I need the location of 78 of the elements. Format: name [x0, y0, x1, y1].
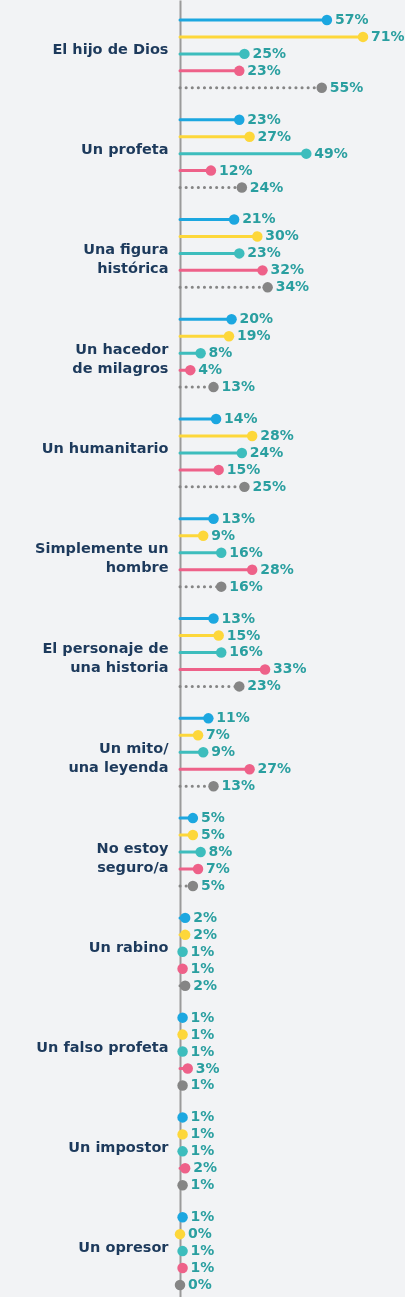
y-tick-label: Un humanitario — [41, 440, 169, 457]
data-label: 25% — [252, 477, 286, 494]
y-tick-label: Una figura histórica — [83, 240, 169, 276]
data-label: 13% — [221, 777, 256, 794]
data-label: 16% — [229, 543, 263, 560]
data-label: 1% — [190, 1076, 215, 1093]
data-label: 23% — [247, 244, 281, 261]
data-label: 14% — [224, 410, 258, 427]
data-label: 20% — [239, 310, 274, 327]
data-label: 2% — [193, 1159, 217, 1176]
y-tick-label: Un hacedor de milagros — [72, 340, 170, 376]
data-label: 3% — [195, 1059, 220, 1076]
y-tick-label: Simplemente un hombre — [35, 540, 169, 576]
data-label: 9% — [211, 526, 235, 543]
data-label: 15% — [226, 626, 261, 643]
data-label: 28% — [260, 426, 294, 443]
data-label: 24% — [249, 178, 284, 195]
y-tick-label: Un falso profeta — [36, 1039, 169, 1056]
data-label: 1% — [190, 1108, 215, 1125]
y-tick-label: Un opresor — [78, 1238, 170, 1255]
data-label: 49% — [314, 144, 348, 161]
data-label: 27% — [257, 127, 292, 144]
data-label: 23% — [247, 677, 281, 694]
data-label: 1% — [190, 1259, 215, 1276]
data-label: 8% — [208, 344, 233, 361]
data-label: 27% — [257, 760, 292, 777]
y-tick-label: No estoy seguro/a — [96, 839, 170, 875]
data-label: 71% — [371, 27, 405, 44]
data-label: 5% — [200, 809, 225, 826]
data-label: 15% — [226, 460, 261, 477]
data-label: 25% — [252, 44, 286, 61]
y-tick-label: Un impostor — [68, 1138, 170, 1155]
data-label: 30% — [265, 227, 299, 244]
data-label: 1% — [190, 959, 215, 976]
data-label: 13% — [221, 509, 256, 526]
data-label: 2% — [193, 925, 217, 942]
data-label: 1% — [190, 942, 215, 959]
data-label: 2% — [193, 908, 217, 925]
data-label: 4% — [198, 361, 223, 378]
data-label: 11% — [216, 709, 250, 726]
data-label: 1% — [190, 1208, 215, 1225]
data-label: 5% — [200, 876, 225, 893]
data-label: 28% — [260, 560, 294, 577]
data-label: 7% — [206, 859, 230, 876]
data-label: 33% — [273, 660, 307, 677]
data-label: 1% — [190, 1025, 215, 1042]
data-label: 0% — [188, 1276, 212, 1293]
y-tick-label: Un mito/ una leyenda — [68, 739, 170, 775]
data-label: 9% — [211, 743, 235, 760]
data-label: 12% — [218, 161, 253, 178]
data-label: 34% — [275, 278, 310, 295]
data-label: 24% — [249, 443, 284, 460]
y-tick-label: El hijo de Dios — [52, 41, 169, 58]
data-label: 8% — [208, 843, 233, 860]
data-label: 55% — [329, 78, 364, 95]
data-label: 16% — [229, 577, 263, 594]
data-label: 21% — [242, 210, 276, 227]
y-tick-label: El personaje de una historia — [42, 640, 169, 675]
data-label: 13% — [221, 609, 256, 626]
data-label: 1% — [190, 1142, 215, 1159]
data-label: 1% — [190, 1242, 215, 1259]
data-label: 2% — [193, 976, 217, 993]
data-label: 57% — [334, 10, 369, 27]
data-label: 7% — [206, 726, 230, 743]
data-label: 23% — [247, 61, 281, 78]
data-label: 0% — [188, 1225, 212, 1242]
data-label: 23% — [247, 110, 281, 127]
data-label: 1% — [190, 1125, 215, 1142]
data-label: 16% — [229, 643, 263, 660]
data-label: 32% — [270, 261, 304, 278]
y-tick-label: Un profeta — [81, 141, 169, 158]
data-label: 1% — [190, 1008, 215, 1025]
data-label: 1% — [190, 1042, 215, 1059]
data-label: 13% — [221, 378, 256, 395]
data-label: 19% — [236, 327, 271, 344]
data-label: 1% — [190, 1176, 215, 1193]
data-label: 5% — [200, 826, 225, 843]
y-tick-label: Un rabino — [88, 939, 169, 956]
